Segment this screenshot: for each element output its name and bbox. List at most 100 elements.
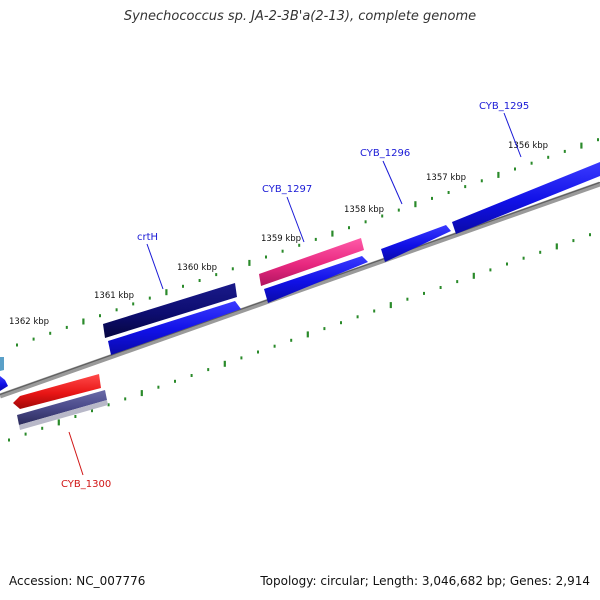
minor-tick <box>32 337 35 341</box>
gene-arrow-cyb-1300-lower[interactable] <box>17 390 107 425</box>
minor-tick <box>406 297 409 301</box>
minor-tick <box>373 309 376 313</box>
minor-tick <box>99 314 101 318</box>
minor-tick <box>190 374 193 377</box>
minor-tick <box>174 379 176 383</box>
gene-arrow-cyb-1297[interactable] <box>264 256 368 303</box>
minor-tick <box>397 208 400 212</box>
minor-tick <box>522 256 525 260</box>
tick-label-1362: 1362 kbp <box>9 317 49 327</box>
gene-arrow-crth[interactable] <box>103 283 237 338</box>
minor-tick <box>514 167 516 171</box>
gene-arrow-cyb-1300[interactable] <box>13 374 101 409</box>
minor-tick <box>439 286 442 289</box>
minor-tick <box>257 350 259 354</box>
major-tick <box>248 259 251 266</box>
gene-label-crth[interactable]: crtH <box>137 232 158 243</box>
minor-tick <box>480 179 483 183</box>
minor-tick <box>348 226 350 230</box>
genome-summary-text: Topology: circular; Length: 3,046,682 bp… <box>260 574 590 588</box>
minor-tick <box>49 331 52 335</box>
accession-text: Accession: NC_007776 <box>9 574 146 588</box>
minor-tick <box>265 255 267 259</box>
outer-tick-ring <box>16 138 599 347</box>
minor-tick <box>207 368 210 372</box>
minor-tick <box>91 409 93 413</box>
major-tick <box>82 318 85 325</box>
minor-tick <box>41 426 44 430</box>
minor-tick <box>456 280 459 284</box>
minor-tick <box>530 161 533 165</box>
minor-tick <box>563 149 566 153</box>
major-tick <box>414 201 417 208</box>
minor-tick <box>597 138 599 142</box>
minor-tick <box>323 327 326 331</box>
minor-tick <box>74 415 77 418</box>
gene-label-cyb-1300[interactable]: CYB_1300 <box>61 479 111 490</box>
major-tick <box>165 289 168 296</box>
minor-tick <box>539 250 542 254</box>
minor-tick <box>231 267 234 271</box>
gene-label-cyb-1296[interactable]: CYB_1296 <box>360 148 410 159</box>
leader-cyb-1297 <box>286 196 305 243</box>
minor-tick <box>148 296 151 300</box>
major-tick <box>57 419 60 426</box>
major-tick <box>580 142 583 149</box>
minor-tick <box>298 243 301 247</box>
gene-arrow-cyb-1300-shadow <box>19 400 108 430</box>
leader-crth <box>146 243 164 290</box>
minor-tick <box>431 196 433 200</box>
major-tick <box>306 331 309 338</box>
minor-tick <box>281 249 284 253</box>
major-tick <box>555 243 558 250</box>
tick-label-1358: 1358 kbp <box>344 205 384 215</box>
tick-label-1360: 1360 kbp <box>177 263 217 273</box>
minor-tick <box>290 338 293 342</box>
major-tick <box>223 360 226 367</box>
gene-fragment-left-edge <box>0 357 4 371</box>
gene-label-cyb-1295[interactable]: CYB_1295 <box>479 101 529 112</box>
gene-arrow-cyb-1296[interactable] <box>381 225 451 262</box>
minor-tick <box>198 279 201 282</box>
tick-label-1357: 1357 kbp <box>426 173 466 183</box>
gene-arrow-cyb-1295[interactable] <box>452 162 600 234</box>
tick-label-1359: 1359 kbp <box>261 234 301 244</box>
major-tick <box>389 302 392 309</box>
minor-tick <box>16 343 18 347</box>
map-title: Synechococcus sp. JA-2-3B'a(2-13), compl… <box>123 9 477 24</box>
leader-cyb-1296 <box>382 160 403 205</box>
major-tick <box>140 390 143 397</box>
minor-tick <box>589 233 591 237</box>
gene-arrow-crth-lower[interactable] <box>108 301 241 355</box>
minor-tick <box>572 239 575 243</box>
minor-tick <box>489 268 492 272</box>
minor-tick <box>340 321 342 325</box>
major-tick <box>331 230 334 237</box>
minor-tick <box>132 302 135 306</box>
minor-tick <box>364 220 367 224</box>
minor-tick <box>547 155 550 159</box>
minor-tick <box>24 432 27 436</box>
tick-label-1356: 1356 kbp <box>508 141 548 151</box>
leader-cyb-1295 <box>503 112 522 158</box>
minor-tick <box>381 214 384 218</box>
minor-tick <box>464 185 467 189</box>
minor-tick <box>447 191 450 194</box>
minor-tick <box>240 356 243 360</box>
tick-label-1361: 1361 kbp <box>94 291 134 301</box>
minor-tick <box>182 284 184 288</box>
gene-arrow-left-edge[interactable] <box>0 376 8 391</box>
minor-tick <box>273 344 276 348</box>
genome-backbone <box>0 181 600 399</box>
minor-tick <box>506 262 508 266</box>
leader-cyb-1300 <box>68 431 84 476</box>
gene-arrow-cyb-1297-top[interactable] <box>259 238 364 286</box>
major-tick <box>472 272 475 279</box>
major-tick <box>497 171 500 178</box>
minor-tick <box>65 325 68 329</box>
inner-tick-ring <box>8 233 591 442</box>
minor-tick <box>314 237 317 241</box>
minor-tick <box>356 315 359 319</box>
gene-label-cyb-1297[interactable]: CYB_1297 <box>262 184 312 195</box>
